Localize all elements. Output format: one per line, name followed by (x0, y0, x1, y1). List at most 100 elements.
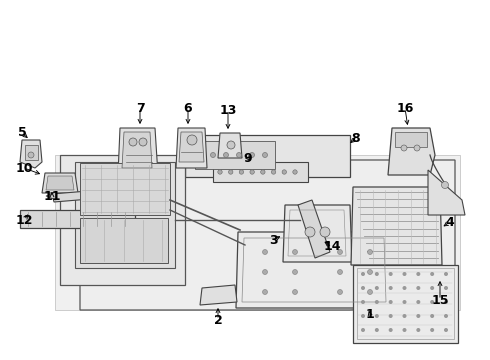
Circle shape (361, 314, 365, 318)
Polygon shape (20, 140, 42, 168)
Polygon shape (283, 205, 352, 262)
Circle shape (416, 272, 420, 276)
Polygon shape (60, 155, 185, 285)
Circle shape (361, 272, 365, 276)
Polygon shape (80, 163, 170, 215)
Text: 6: 6 (184, 102, 192, 114)
Circle shape (402, 300, 407, 304)
Circle shape (263, 289, 268, 294)
Circle shape (293, 270, 297, 274)
Text: 11: 11 (43, 189, 61, 202)
Circle shape (263, 249, 268, 255)
Polygon shape (46, 192, 56, 200)
Circle shape (444, 328, 448, 332)
Circle shape (338, 289, 343, 294)
Bar (395, 132, 427, 147)
Polygon shape (46, 176, 74, 190)
Polygon shape (80, 160, 455, 310)
Circle shape (249, 153, 254, 158)
Circle shape (293, 289, 297, 294)
Circle shape (389, 286, 392, 290)
Circle shape (237, 153, 242, 158)
Polygon shape (55, 155, 460, 310)
Circle shape (444, 286, 448, 290)
Circle shape (368, 289, 372, 294)
Circle shape (375, 314, 379, 318)
Polygon shape (351, 187, 442, 265)
Bar (185, 135, 350, 177)
Text: 13: 13 (220, 104, 237, 117)
Text: 5: 5 (18, 126, 26, 139)
Circle shape (389, 314, 392, 318)
Circle shape (444, 314, 448, 318)
Circle shape (368, 270, 372, 274)
Bar (195, 141, 275, 169)
Circle shape (28, 152, 34, 158)
Text: 3: 3 (269, 234, 277, 247)
Bar (80, 218, 168, 263)
Text: 15: 15 (431, 293, 449, 306)
Text: 16: 16 (396, 102, 414, 114)
Polygon shape (298, 200, 330, 258)
Text: 4: 4 (445, 216, 454, 229)
Circle shape (402, 314, 407, 318)
Polygon shape (42, 173, 78, 193)
Circle shape (320, 227, 330, 237)
Polygon shape (176, 128, 207, 168)
Circle shape (430, 300, 434, 304)
Circle shape (402, 286, 407, 290)
Polygon shape (179, 132, 204, 162)
Circle shape (361, 286, 365, 290)
Circle shape (375, 328, 379, 332)
Circle shape (402, 272, 407, 276)
Text: 8: 8 (352, 131, 360, 144)
Circle shape (261, 170, 265, 174)
Circle shape (416, 286, 420, 290)
Circle shape (361, 300, 365, 304)
Circle shape (223, 153, 228, 158)
Bar (20, 210, 135, 228)
Circle shape (218, 170, 222, 174)
Circle shape (389, 328, 392, 332)
Circle shape (402, 328, 407, 332)
Circle shape (389, 272, 392, 276)
Circle shape (250, 170, 254, 174)
Circle shape (129, 138, 137, 146)
Text: 12: 12 (15, 213, 33, 226)
Text: 2: 2 (214, 314, 222, 327)
Circle shape (430, 314, 434, 318)
Bar (353, 265, 458, 343)
Circle shape (375, 300, 379, 304)
Circle shape (444, 300, 448, 304)
Circle shape (211, 153, 216, 158)
Circle shape (305, 227, 315, 237)
Circle shape (416, 314, 420, 318)
Circle shape (430, 286, 434, 290)
Circle shape (139, 138, 147, 146)
Circle shape (361, 328, 365, 332)
Text: 14: 14 (323, 240, 341, 253)
Polygon shape (388, 128, 435, 175)
Circle shape (263, 153, 268, 158)
Text: 1: 1 (366, 309, 374, 321)
Circle shape (338, 249, 343, 255)
Circle shape (430, 328, 434, 332)
Circle shape (430, 272, 434, 276)
Circle shape (444, 272, 448, 276)
Circle shape (368, 249, 372, 255)
Circle shape (293, 170, 297, 174)
Circle shape (282, 170, 287, 174)
Circle shape (263, 270, 268, 274)
Polygon shape (428, 170, 465, 215)
Polygon shape (218, 133, 242, 158)
Circle shape (239, 170, 244, 174)
Circle shape (416, 300, 420, 304)
Circle shape (197, 153, 202, 158)
Polygon shape (118, 128, 158, 175)
Circle shape (375, 272, 379, 276)
Circle shape (227, 141, 235, 149)
Bar (25, 145, 38, 160)
Circle shape (441, 181, 448, 189)
Circle shape (414, 145, 420, 151)
Bar (357, 268, 454, 339)
